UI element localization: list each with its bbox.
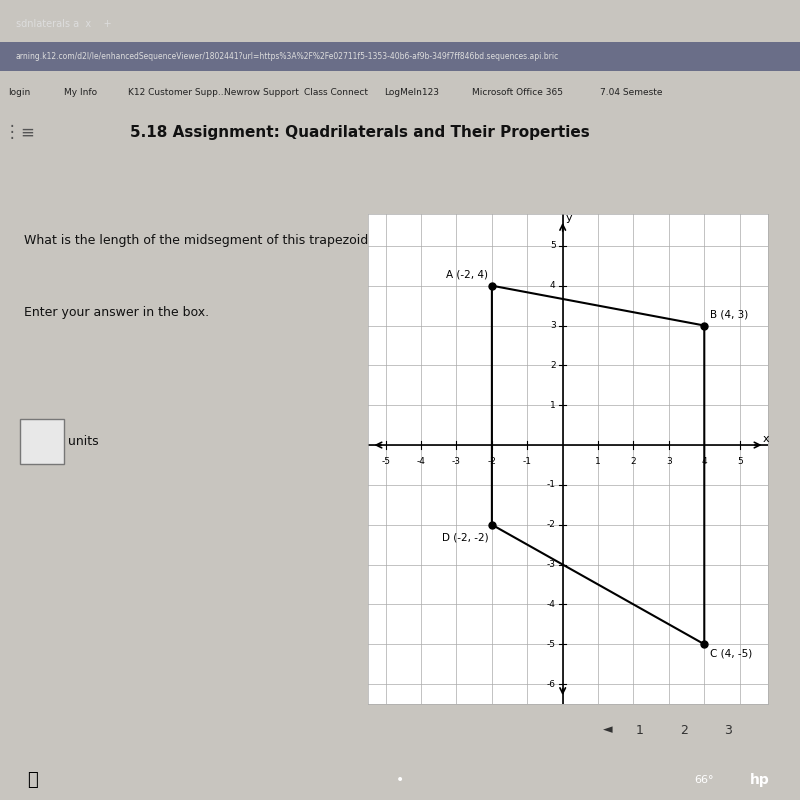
Text: ⋮: ⋮ <box>4 123 21 142</box>
Text: Newrow Support: Newrow Support <box>224 88 299 97</box>
Text: 2: 2 <box>550 361 556 370</box>
Text: My Info: My Info <box>64 88 97 97</box>
Text: arning.k12.com/d2l/le/enhancedSequenceViewer/1802441?url=https%3A%2F%2Fe02711f5-: arning.k12.com/d2l/le/enhancedSequenceVi… <box>16 52 559 61</box>
Text: 4: 4 <box>702 457 707 466</box>
Text: 3: 3 <box>724 724 732 737</box>
Text: 5: 5 <box>737 457 742 466</box>
Text: login: login <box>8 88 30 97</box>
Text: -3: -3 <box>452 457 461 466</box>
Text: C (4, -5): C (4, -5) <box>710 648 752 658</box>
Text: A (-2, 4): A (-2, 4) <box>446 270 488 280</box>
Text: -6: -6 <box>546 679 556 689</box>
FancyBboxPatch shape <box>20 419 64 464</box>
Text: What is the length of the midsegment of this trapezoid?: What is the length of the midsegment of … <box>24 234 375 247</box>
Text: ≡: ≡ <box>20 123 34 142</box>
Text: LogMeIn123: LogMeIn123 <box>384 88 439 97</box>
Text: 7.04 Semeste: 7.04 Semeste <box>600 88 662 97</box>
Text: 4: 4 <box>550 281 556 290</box>
Text: -3: -3 <box>546 560 556 569</box>
FancyBboxPatch shape <box>0 42 800 70</box>
Text: 5.18 Assignment: Quadrilaterals and Their Properties: 5.18 Assignment: Quadrilaterals and Thei… <box>130 125 590 140</box>
Text: -2: -2 <box>487 457 496 466</box>
Text: 66°: 66° <box>694 775 714 785</box>
Text: Microsoft Office 365: Microsoft Office 365 <box>472 88 563 97</box>
Text: units: units <box>68 435 98 448</box>
Text: 3: 3 <box>550 321 556 330</box>
Text: -2: -2 <box>546 520 556 530</box>
Text: -4: -4 <box>546 600 556 609</box>
Text: 3: 3 <box>666 457 672 466</box>
Text: -5: -5 <box>381 457 390 466</box>
Text: ◄: ◄ <box>603 724 613 737</box>
Text: Enter your answer in the box.: Enter your answer in the box. <box>24 306 209 319</box>
Text: 5: 5 <box>550 242 556 250</box>
Text: 2: 2 <box>630 457 636 466</box>
Text: -4: -4 <box>417 457 426 466</box>
Text: K12 Customer Supp...: K12 Customer Supp... <box>128 88 226 97</box>
Text: 2: 2 <box>680 724 688 737</box>
Text: -5: -5 <box>546 640 556 649</box>
Text: sdnlaterals a  x    +: sdnlaterals a x + <box>16 18 112 29</box>
Text: •: • <box>396 773 404 787</box>
Text: hp: hp <box>750 773 770 787</box>
Text: 1: 1 <box>595 457 601 466</box>
Text: -1: -1 <box>546 480 556 490</box>
Text: Class Connect: Class Connect <box>304 88 368 97</box>
Text: y: y <box>566 213 572 223</box>
Text: x: x <box>763 434 770 444</box>
Text: B (4, 3): B (4, 3) <box>710 310 748 319</box>
Text: 1: 1 <box>636 724 644 737</box>
Text: -1: -1 <box>522 457 532 466</box>
Text: 1: 1 <box>550 401 556 410</box>
Text: D (-2, -2): D (-2, -2) <box>442 533 488 542</box>
Text: 🔵: 🔵 <box>26 771 38 789</box>
